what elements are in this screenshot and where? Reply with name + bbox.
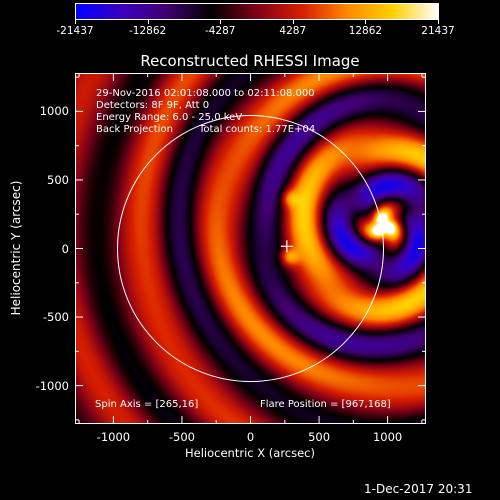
colorbar-ticks: -21437 -12862 -4287 4287 12862 21437 bbox=[0, 0, 500, 40]
info-total-counts: Total counts: 1.77E+04 bbox=[199, 124, 316, 135]
y-tick-label: 0 bbox=[61, 241, 69, 256]
colorbar-tick bbox=[438, 19, 439, 24]
solar-limb-circle bbox=[117, 115, 384, 382]
plot-overlay bbox=[75, 73, 426, 424]
y-tick-label: -500 bbox=[42, 310, 69, 325]
axis-ticks bbox=[75, 73, 426, 424]
spin-axis-label: Spin Axis = [265,16] bbox=[95, 399, 199, 410]
colorbar bbox=[75, 3, 439, 20]
x-tick-label: -1000 bbox=[96, 430, 131, 444]
y-tick-label: 1000 bbox=[39, 104, 69, 119]
info-method: Back Projection bbox=[96, 124, 173, 135]
rhessi-image: 29-Nov-2016 02:01:08.000 to 02:11:08.000… bbox=[75, 73, 426, 424]
x-axis-label: Heliocentric X (arcsec) bbox=[185, 446, 315, 460]
y-axis-label: Heliocentric Y (arcsec) bbox=[9, 180, 23, 316]
backprojection-image bbox=[75, 73, 426, 424]
flare-position-label: Flare Position = [967,168] bbox=[260, 399, 391, 410]
colorbar-tick-label: 12862 bbox=[348, 25, 383, 37]
info-detectors: Detectors: 8F 9F, Att 0 bbox=[96, 100, 210, 111]
colorbar-tick bbox=[147, 19, 149, 24]
y-tick-label: -1000 bbox=[35, 378, 69, 393]
info-energy-range: Energy Range: 6.0 - 25.0 keV bbox=[96, 112, 243, 123]
x-tick-label: 0 bbox=[246, 430, 255, 444]
colorbar-tick bbox=[220, 19, 222, 24]
colorbar-tick bbox=[292, 19, 294, 24]
x-tick-label: 1000 bbox=[372, 430, 403, 444]
colorbar-tick bbox=[75, 19, 76, 24]
plot-title: Reconstructed RHESSI Image bbox=[140, 52, 360, 70]
colorbar-tick bbox=[365, 19, 367, 24]
y-tick-label: 500 bbox=[47, 172, 69, 187]
x-tick-label: -500 bbox=[168, 430, 195, 444]
generated-timestamp: 1-Dec-2017 20:31 bbox=[364, 482, 473, 496]
colorbar-tick-label: 21437 bbox=[421, 25, 455, 37]
colorbar-tick-label: -4287 bbox=[204, 25, 236, 37]
colorbar-tick-label: 4287 bbox=[279, 25, 307, 37]
x-tick-label: 500 bbox=[308, 430, 331, 444]
colorbar-tick-label: -12862 bbox=[128, 25, 167, 37]
spin-axis-marker bbox=[280, 240, 293, 253]
info-time-range: 29-Nov-2016 02:01:08.000 to 02:11:08.000 bbox=[96, 88, 315, 99]
colorbar-tick-label: -21437 bbox=[56, 25, 94, 37]
